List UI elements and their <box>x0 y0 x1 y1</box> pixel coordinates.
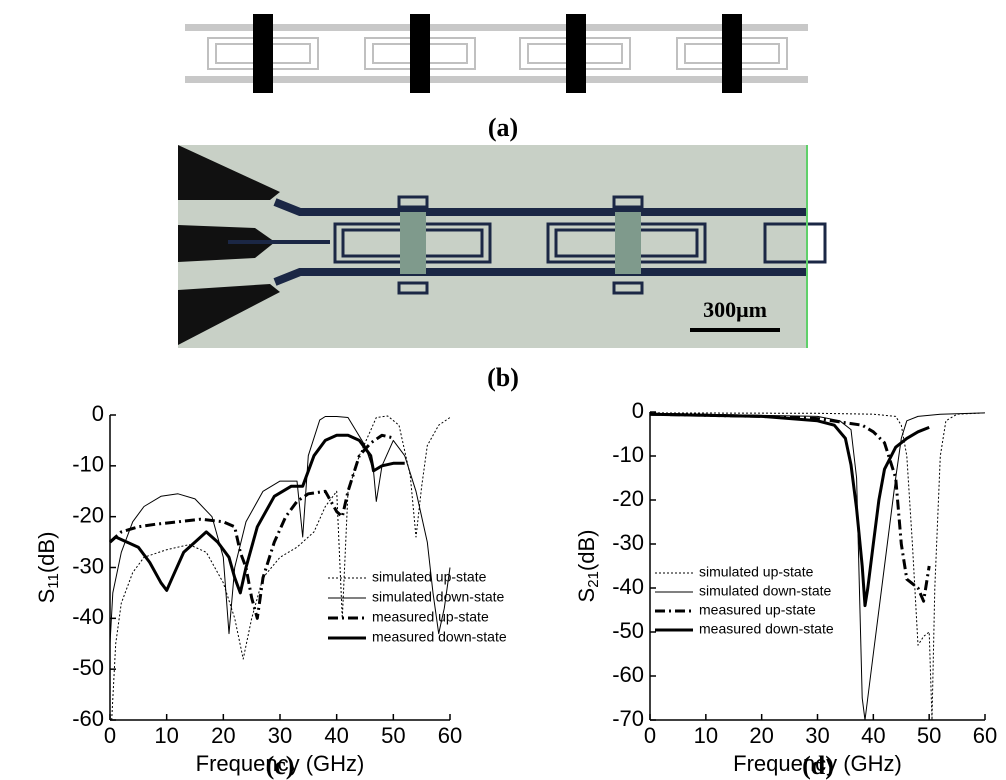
x-tick-label: 0 <box>104 723 116 748</box>
legend-label: simulated up-state <box>699 564 814 580</box>
y-tick-label: -30 <box>612 530 644 555</box>
x-tick-label: 60 <box>973 723 997 748</box>
legend-label: simulated down-state <box>699 583 832 599</box>
data-line <box>649 412 930 608</box>
x-tick-label: 10 <box>694 723 718 748</box>
legend-label: measured up-state <box>372 609 489 625</box>
y-tick-label: -50 <box>72 655 104 680</box>
x-tick-label: 20 <box>211 723 235 748</box>
y-tick-label: -20 <box>72 502 104 527</box>
data-line <box>649 412 986 721</box>
y-axis-label: S11(dB) <box>34 532 62 604</box>
y-label-symbol: S <box>574 588 599 603</box>
legend-label: measured down-state <box>372 629 507 645</box>
panel-label: (d) <box>802 751 834 780</box>
legend-label: simulated down-state <box>372 589 505 605</box>
panel-label: (c) <box>266 751 295 780</box>
legend-label: simulated up-state <box>372 569 487 585</box>
data-line <box>111 415 451 721</box>
y-axis-label: S21(dB) <box>574 530 602 603</box>
data-line <box>649 412 986 721</box>
data-line <box>108 433 405 595</box>
y-label-subscript: 21 <box>585 571 602 588</box>
x-tick-label: 50 <box>381 723 405 748</box>
y-tick-label: -50 <box>612 618 644 643</box>
y-tick-label: 0 <box>632 398 644 423</box>
y-label-symbol: S <box>34 589 59 604</box>
y-tick-label: -20 <box>612 486 644 511</box>
legend-label: measured down-state <box>699 621 834 637</box>
y-tick-label: -40 <box>72 604 104 629</box>
y-tick-label: -30 <box>72 553 104 578</box>
x-tick-label: 30 <box>268 723 292 748</box>
x-tick-label: 30 <box>805 723 829 748</box>
y-label-subscript: 11 <box>45 573 62 589</box>
y-tick-label: -60 <box>612 662 644 687</box>
panel-label: (b) <box>487 363 519 392</box>
x-tick-label: 20 <box>749 723 773 748</box>
scale-bar-label: 300μm <box>703 297 767 322</box>
x-tick-label: 0 <box>644 723 656 748</box>
micrograph <box>178 145 827 348</box>
y-tick-label: 0 <box>92 401 104 426</box>
legend-label: measured up-state <box>699 602 816 618</box>
y-label-unit: (dB) <box>574 530 599 572</box>
y-tick-label: -70 <box>612 706 644 731</box>
panel-label: (a) <box>488 113 518 142</box>
y-tick-label: -60 <box>72 706 104 731</box>
x-axis-label: Frequency (GHz) <box>733 751 902 776</box>
x-tick-label: 10 <box>154 723 178 748</box>
schematic <box>185 12 808 94</box>
y-tick-label: -10 <box>612 442 644 467</box>
data-line <box>108 433 394 620</box>
x-tick-label: 60 <box>438 723 462 748</box>
x-tick-label: 40 <box>861 723 885 748</box>
y-label-unit: (dB) <box>34 532 59 574</box>
y-tick-label: -10 <box>72 452 104 477</box>
y-tick-label: -40 <box>612 574 644 599</box>
x-tick-label: 50 <box>917 723 941 748</box>
x-tick-label: 40 <box>324 723 348 748</box>
x-axis-label: Frequency (GHz) <box>196 751 365 776</box>
